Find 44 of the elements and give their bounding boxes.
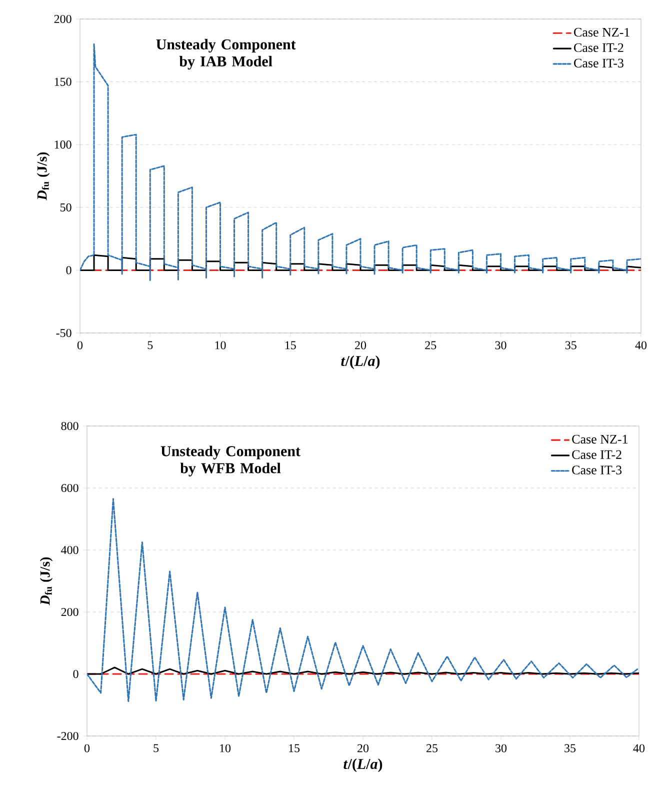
legend-label: Case IT-2 bbox=[574, 43, 624, 52]
legend-label: Case IT-3 bbox=[572, 466, 622, 474]
x-tick-label: 40 bbox=[635, 341, 647, 350]
legend-label: Case IT-2 bbox=[572, 450, 622, 459]
x-tick-label: 5 bbox=[148, 341, 153, 350]
x-axis-title: t/(L/a) bbox=[341, 356, 380, 370]
x-tick-label: 10 bbox=[220, 744, 231, 752]
y-tick-label: 800 bbox=[61, 422, 78, 430]
line-series bbox=[80, 254, 641, 271]
y-tick-label: 600 bbox=[61, 484, 78, 492]
x-tick-label: 35 bbox=[565, 341, 576, 350]
x-tick-label: 5 bbox=[154, 744, 159, 752]
y-axis-title: D$_{fu}$ (J/s) bbox=[36, 152, 50, 200]
y-tick-label: -200 bbox=[57, 732, 78, 740]
legend-label: Case IT-3 bbox=[574, 58, 624, 68]
x-tick-label: 20 bbox=[358, 744, 369, 752]
y-tick-label: 0 bbox=[66, 266, 72, 274]
y-tick-label: 150 bbox=[54, 78, 72, 86]
x-tick-label: 20 bbox=[355, 341, 366, 350]
y-tick-label: 50 bbox=[60, 203, 72, 212]
x-tick-label: 15 bbox=[285, 341, 296, 350]
line-series bbox=[87, 666, 639, 675]
x-tick-label: 15 bbox=[289, 744, 300, 752]
x-tick-label: 35 bbox=[564, 744, 576, 752]
y-tick-label: 200 bbox=[54, 14, 72, 24]
legend-label: Case NZ-1 bbox=[574, 28, 630, 37]
legend-label: Case NZ-1 bbox=[572, 434, 628, 444]
x-tick-label: 10 bbox=[215, 341, 226, 350]
y-axis-title: D$_{fu}$ (J/s) bbox=[40, 557, 53, 606]
y-tick-label: 100 bbox=[54, 140, 72, 149]
x-tick-label: 25 bbox=[426, 744, 438, 752]
x-tick-label: 0 bbox=[84, 744, 90, 752]
x-tick-label: 25 bbox=[425, 341, 436, 350]
line-series bbox=[87, 498, 638, 702]
text: Unsteady Component by WFB Model bbox=[160, 446, 300, 476]
x-tick-label: 30 bbox=[496, 744, 507, 752]
y-tick-label: 200 bbox=[61, 608, 78, 616]
x-tick-label: 40 bbox=[633, 744, 645, 752]
x-axis-title: t/(L/a) bbox=[344, 758, 382, 772]
y-tick-label: -50 bbox=[56, 328, 72, 338]
x-tick-label: 30 bbox=[495, 341, 506, 350]
y-tick-label: 400 bbox=[61, 546, 78, 554]
text: Unsteady Component by IAB Model bbox=[156, 38, 296, 70]
y-tick-label: 0 bbox=[73, 670, 78, 678]
